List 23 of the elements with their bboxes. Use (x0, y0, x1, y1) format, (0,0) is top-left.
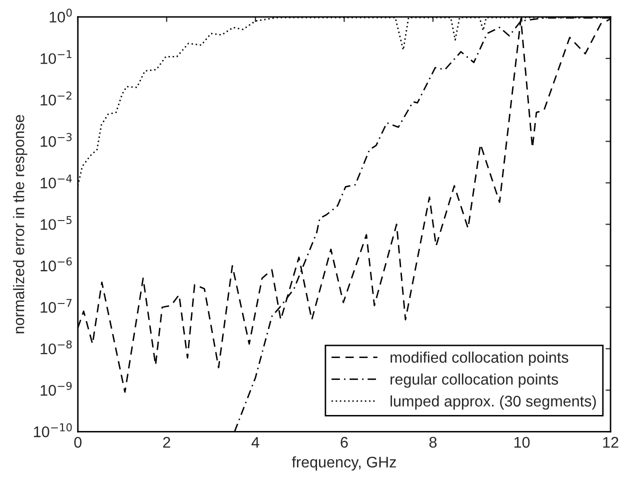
x-tick-label: 10 (514, 436, 530, 448)
legend-label: lumped approx. (30 segments) (390, 395, 596, 410)
x-tick-label: 12 (603, 436, 618, 448)
x-tick-label: 0 (74, 436, 82, 448)
y-tick-label: 10$^{−7}$ (40, 299, 72, 313)
y-tick-label: 10$^{−5}$ (40, 216, 72, 230)
y-tick-label: 10$^{−4}$ (40, 174, 72, 188)
y-axis-title: normalized error in the response (13, 115, 28, 334)
y-tick-label: 10$^{−6}$ (40, 257, 72, 272)
x-tick-label: 6 (340, 436, 348, 448)
x-axis-title: frequency, GHz (292, 456, 396, 471)
legend-label: regular collocation points (390, 373, 558, 388)
y-tick-label: 10$^{−2}$ (40, 92, 72, 106)
x-tick-label: 8 (429, 436, 437, 448)
y-tick-label: 10$^{0}$ (50, 8, 72, 23)
legend-label: modified collocation points (390, 352, 568, 366)
x-tick-label: 4 (252, 437, 260, 448)
x-tick-label: 2 (163, 436, 170, 448)
y-tick-label: 10$^{−1}$ (40, 50, 72, 64)
y-tick-label: 10$^{−3}$ (40, 133, 72, 147)
y-tick-label: 10$^{−10}$ (34, 423, 72, 438)
y-tick-label: 10$^{−9}$ (40, 382, 72, 396)
y-tick-label: 10$^{−8}$ (40, 340, 72, 354)
